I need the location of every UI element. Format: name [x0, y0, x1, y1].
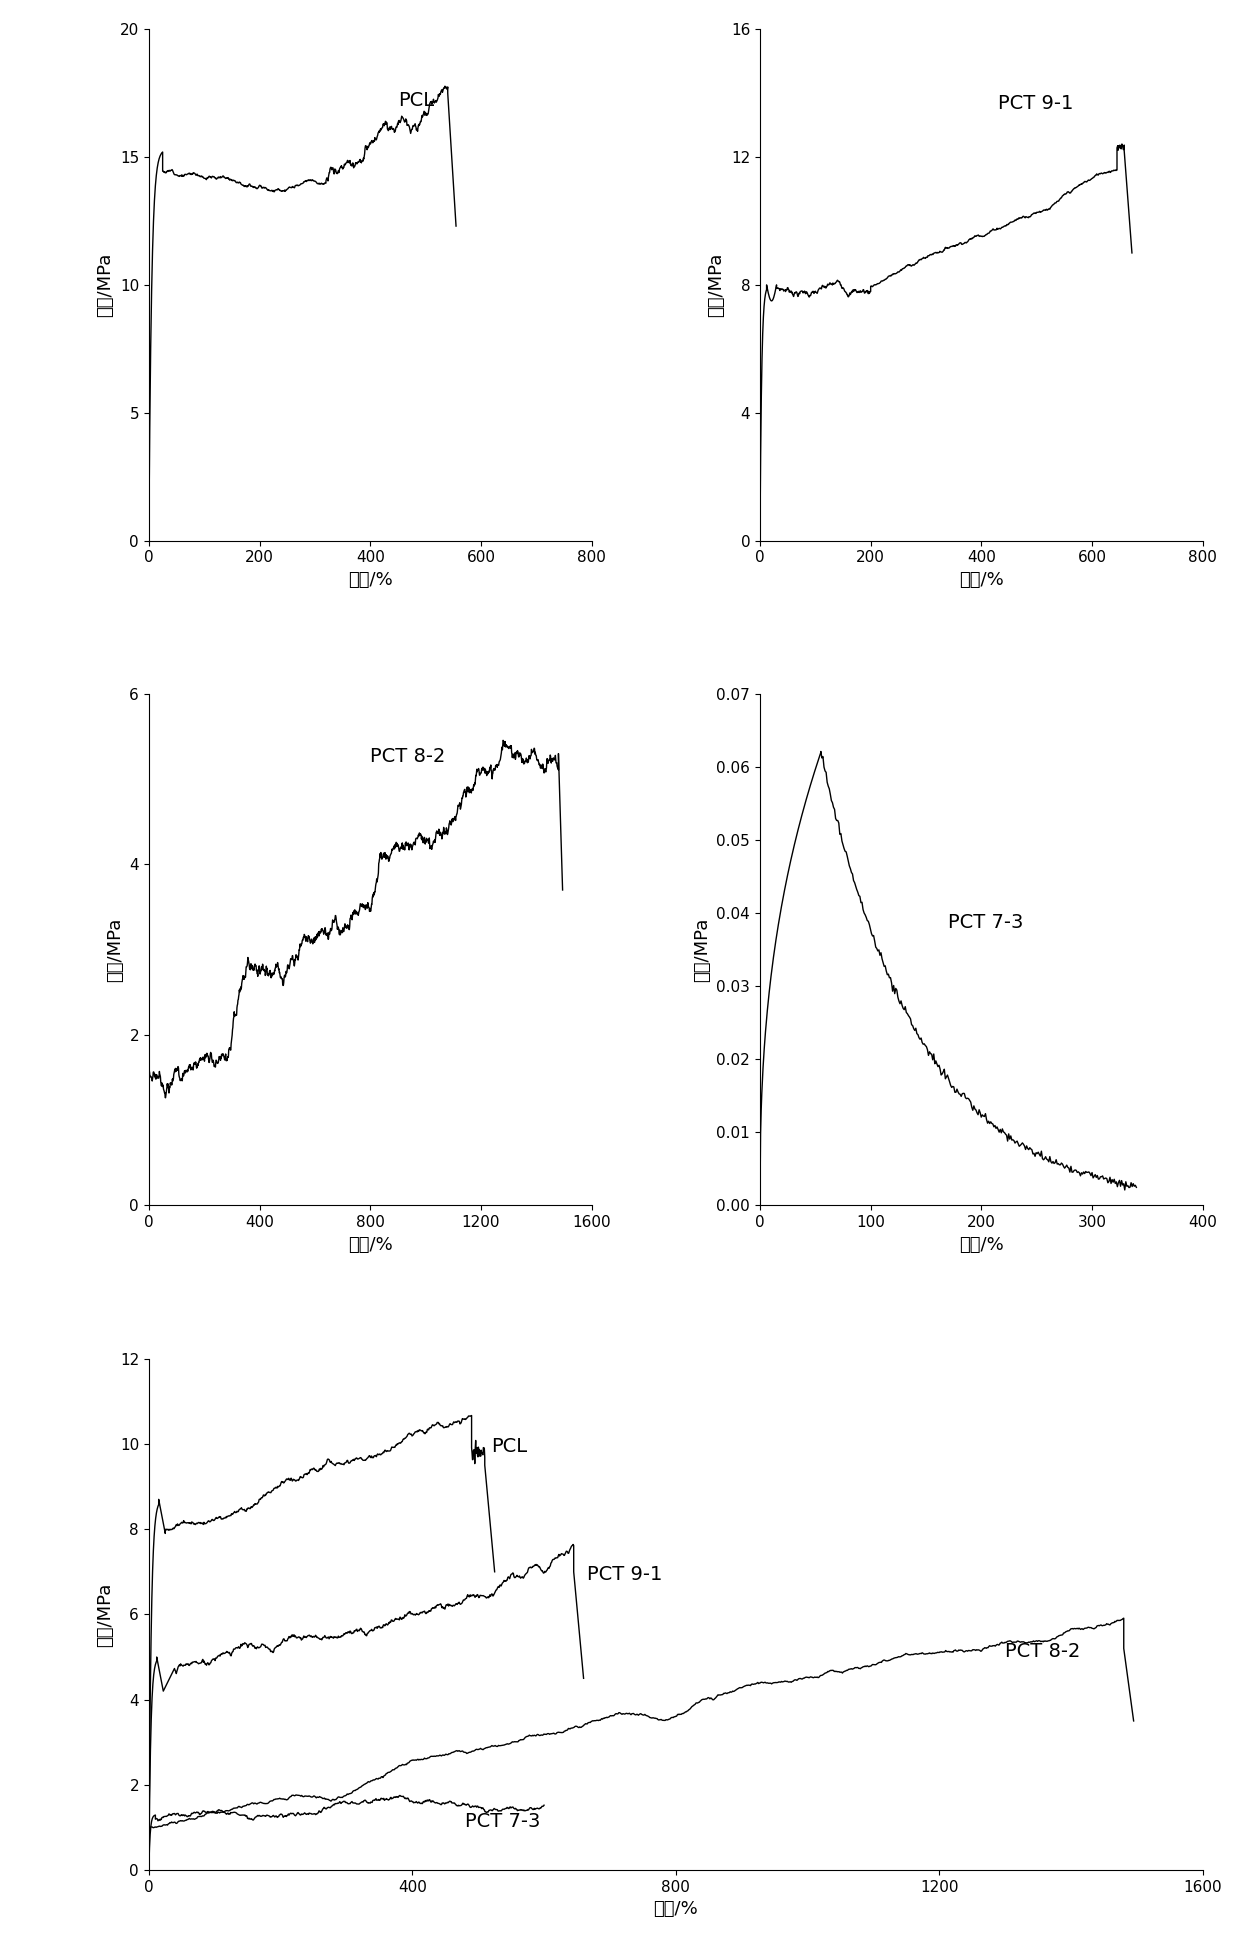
Y-axis label: 应力/MPa: 应力/MPa: [97, 253, 114, 318]
Text: PCT 7-3: PCT 7-3: [949, 914, 1023, 931]
Text: PCT 8-2: PCT 8-2: [371, 748, 445, 766]
Text: PCL: PCL: [491, 1438, 527, 1457]
X-axis label: 应变/%: 应变/%: [348, 571, 393, 588]
Y-axis label: 应力/MPa: 应力/MPa: [97, 1582, 114, 1646]
Y-axis label: 应力/MPa: 应力/MPa: [693, 918, 711, 982]
Text: PCT 8-2: PCT 8-2: [1006, 1642, 1080, 1662]
Text: PCL: PCL: [398, 92, 434, 109]
Text: PCT 7-3: PCT 7-3: [465, 1812, 541, 1831]
Text: PCT 9-1: PCT 9-1: [998, 94, 1074, 113]
Y-axis label: 应力/MPa: 应力/MPa: [707, 253, 725, 318]
Text: PCT 9-1: PCT 9-1: [587, 1566, 662, 1584]
X-axis label: 应变/%: 应变/%: [348, 1235, 393, 1255]
X-axis label: 应变/%: 应变/%: [653, 1901, 698, 1919]
X-axis label: 应变/%: 应变/%: [959, 1235, 1003, 1255]
X-axis label: 应变/%: 应变/%: [959, 571, 1003, 588]
Y-axis label: 应力/MPa: 应力/MPa: [105, 918, 124, 982]
